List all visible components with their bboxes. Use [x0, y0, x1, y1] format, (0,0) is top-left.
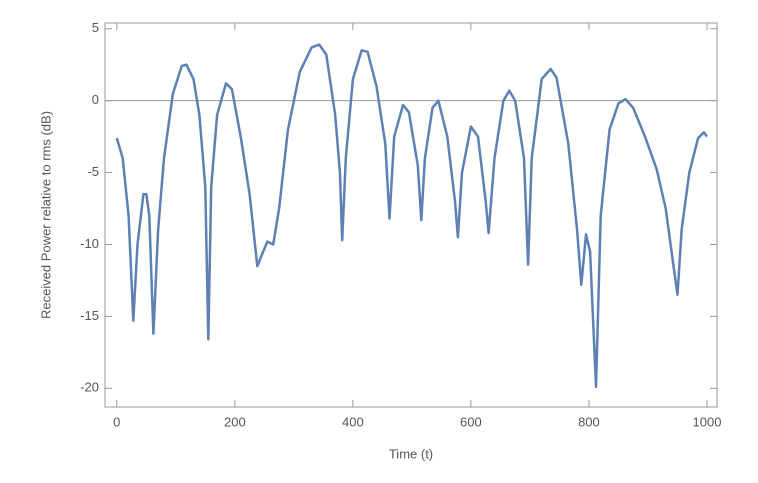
x-axis-label: Time (t) [389, 446, 433, 461]
x-tick-label: 200 [224, 414, 246, 429]
y-tick-label: -10 [80, 236, 99, 251]
y-tick-label: -15 [80, 308, 99, 323]
y-tick-label: 0 [92, 92, 99, 107]
y-tick-label: -5 [87, 164, 99, 179]
plot-frame [104, 22, 718, 408]
x-tick-label: 400 [342, 414, 364, 429]
data-line [115, 43, 709, 389]
x-tick-label: 1000 [693, 414, 722, 429]
x-tick-label: 800 [578, 414, 600, 429]
x-tick-label: 600 [460, 414, 482, 429]
y-axis-label: Received Power relative to rms (dB) [38, 111, 53, 319]
x-tick-label: 0 [113, 414, 120, 429]
y-tick-label: 5 [92, 20, 99, 35]
y-tick-label: -20 [80, 380, 99, 395]
